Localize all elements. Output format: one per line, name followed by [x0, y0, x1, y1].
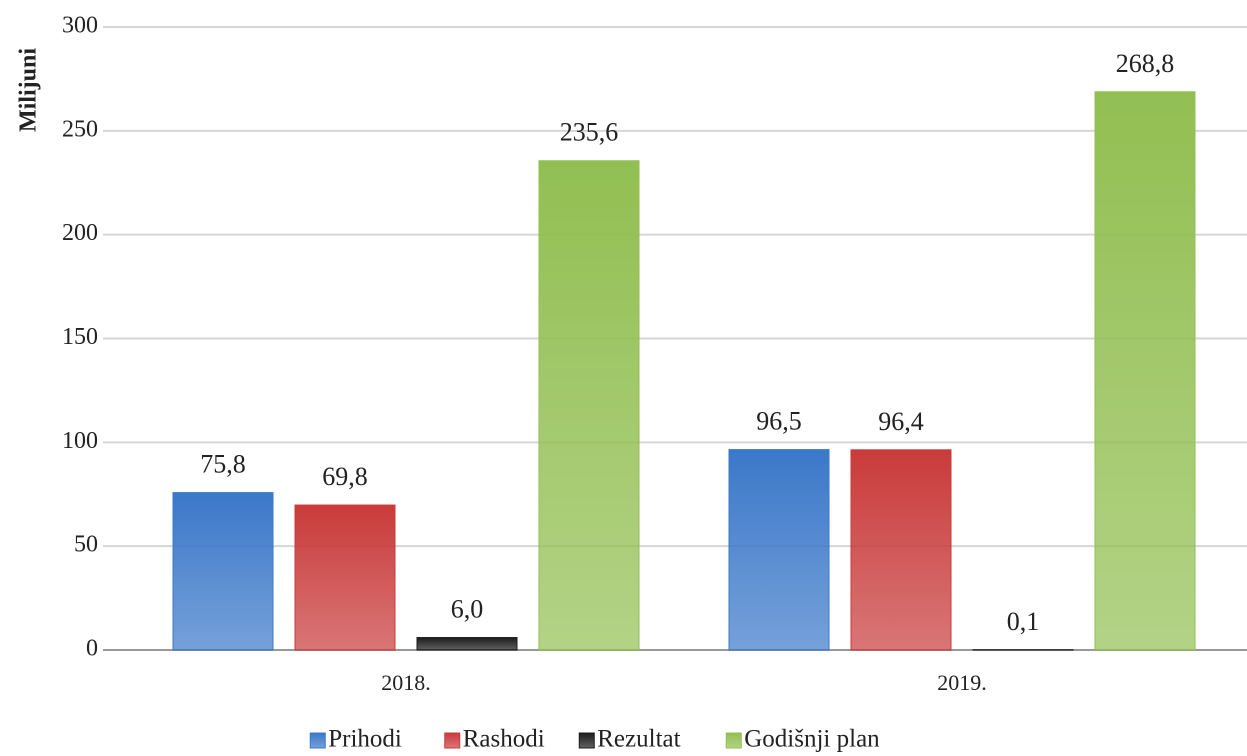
legend-label: Rashodi — [463, 726, 545, 753]
value-label: 96,4 — [878, 407, 924, 436]
legend-swatch — [725, 732, 742, 749]
bar — [728, 449, 830, 651]
value-label: 0,1 — [1007, 607, 1040, 636]
bar — [1094, 91, 1196, 651]
y-tick-label: 50 — [74, 532, 98, 558]
value-label: 96,5 — [756, 407, 802, 436]
y-tick-label: 150 — [62, 324, 98, 350]
value-label: 6,0 — [451, 595, 484, 624]
x-tick-label: 2019. — [937, 670, 987, 695]
bar — [294, 504, 396, 651]
y-tick-label: 100 — [62, 428, 98, 454]
bar — [416, 637, 518, 651]
y-tick-label: 200 — [62, 220, 98, 246]
bar — [538, 160, 640, 651]
y-tick-label: 250 — [62, 116, 98, 142]
y-tick-label: 300 — [62, 13, 98, 39]
value-label: 69,8 — [322, 462, 368, 491]
value-label: 235,6 — [560, 118, 619, 147]
value-label: 268,8 — [1116, 49, 1175, 78]
bar — [172, 492, 274, 651]
legend-swatch — [444, 732, 461, 749]
legend-label: Godišnji plan — [744, 726, 880, 753]
y-tick-label: 0 — [86, 636, 98, 662]
legend-swatch — [309, 732, 326, 749]
legend-label: Rezultat — [597, 726, 680, 753]
value-label: 75,8 — [200, 450, 246, 479]
legend-label: Prihodi — [328, 726, 402, 753]
legend-swatch — [578, 732, 595, 749]
y-axis-label: Milijuni — [16, 48, 42, 132]
bar — [850, 449, 952, 651]
x-tick-label: 2018. — [381, 670, 431, 695]
